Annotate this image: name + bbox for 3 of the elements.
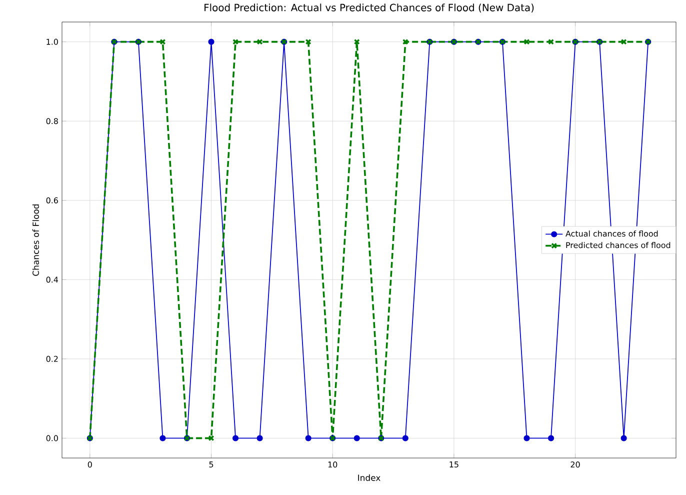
chart-title: Flood Prediction: Actual vs Predicted Chances of Flood (New Data) xyxy=(204,4,534,12)
x-axis-title: Index xyxy=(358,474,380,481)
y-axis-title: Chances of Flood xyxy=(32,204,39,276)
